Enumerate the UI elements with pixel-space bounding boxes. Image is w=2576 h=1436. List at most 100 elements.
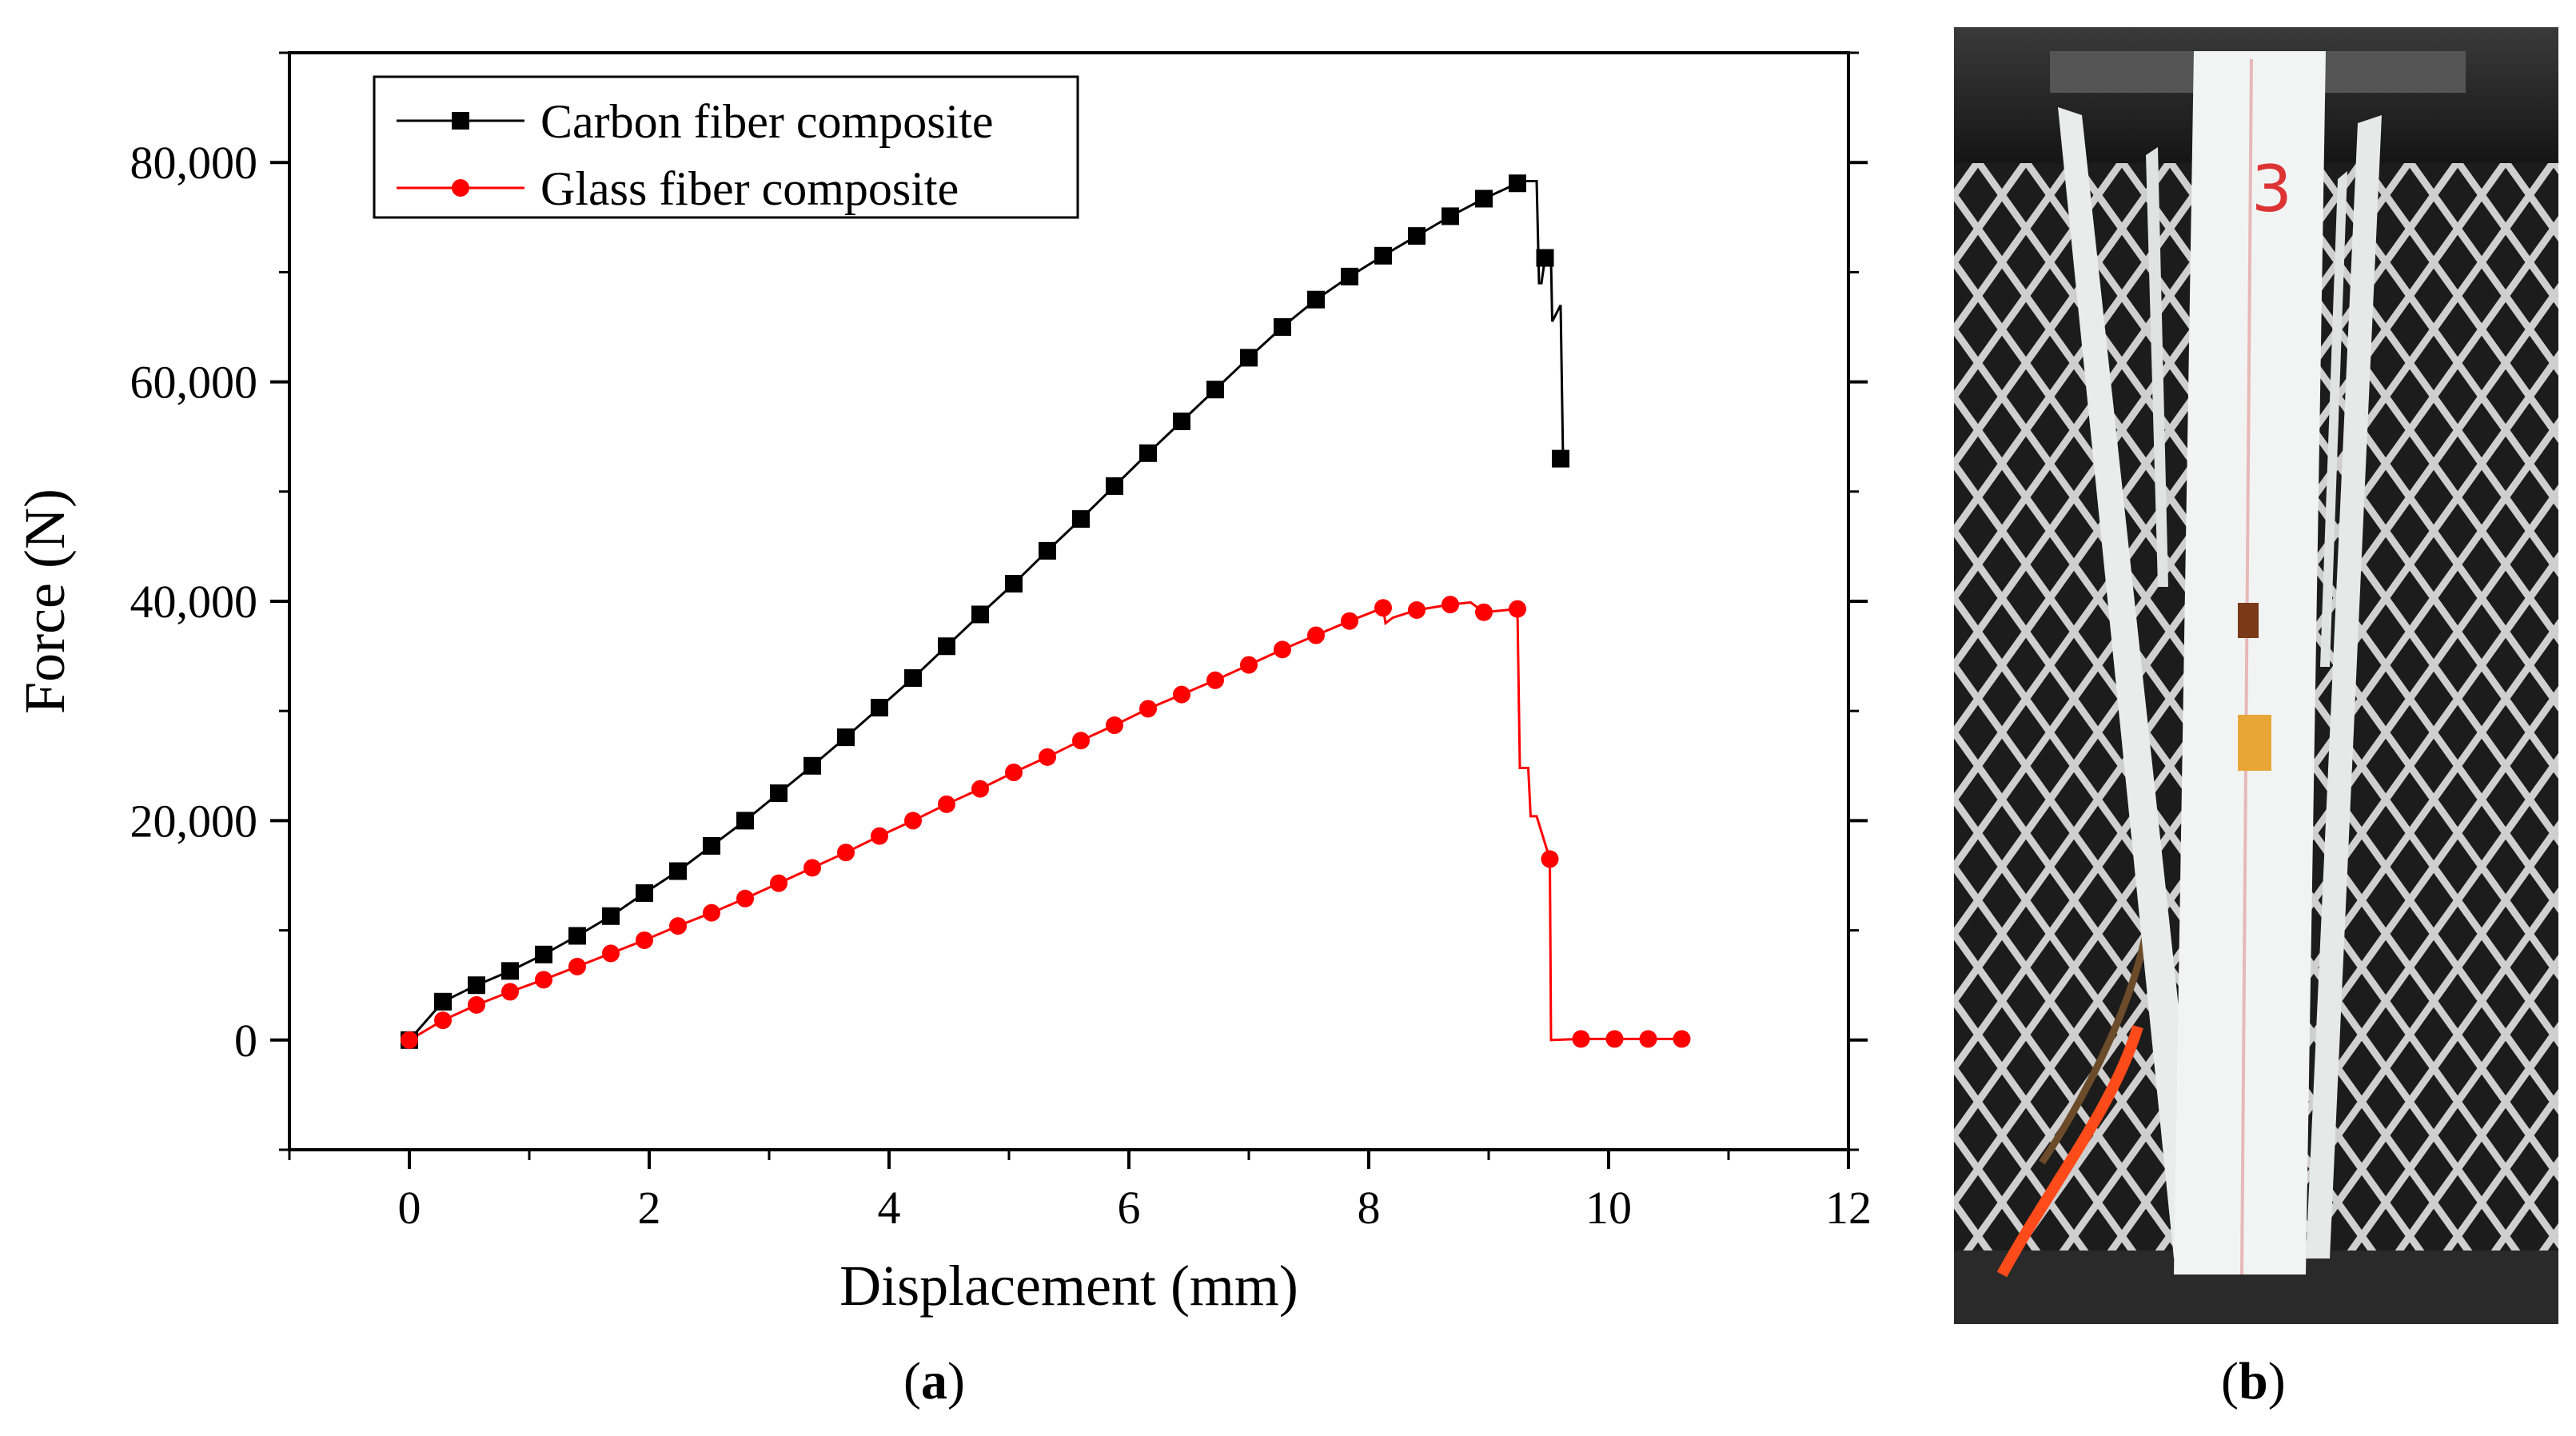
lead-wire <box>1996 1024 2143 1278</box>
data-point-carbon <box>669 862 687 880</box>
legend: Carbon fiber composite Glass fiber compo… <box>373 75 1079 219</box>
x-tick-label: 2 <box>638 1182 661 1234</box>
data-point-carbon <box>1072 510 1090 529</box>
panel-letter-b: b <box>2238 1352 2268 1410</box>
data-point-glass <box>971 780 989 798</box>
strain-gauge <box>2238 715 2271 771</box>
data-point-carbon <box>938 637 955 656</box>
data-point-glass <box>636 931 653 949</box>
data-point-carbon <box>1206 381 1224 399</box>
data-point-glass <box>1408 600 1426 619</box>
fiber-splinter-2 <box>2320 171 2347 667</box>
specimen-photo: 3 <box>1954 27 2558 1324</box>
data-point-glass <box>1106 716 1123 735</box>
data-point-carbon <box>1039 541 1056 560</box>
data-point-glass <box>535 971 552 989</box>
series-line-glass <box>409 600 1682 1042</box>
series-markers <box>401 174 1691 1049</box>
data-point-glass <box>434 1011 452 1030</box>
data-point-glass <box>703 903 720 922</box>
data-point-carbon <box>1552 449 1569 468</box>
x-axis: 0 2 4 6 8 10 12 <box>288 1150 1872 1234</box>
data-point-carbon <box>602 907 620 925</box>
data-point-glass <box>736 889 754 907</box>
legend-label-carbon: Carbon fiber composite <box>540 95 994 148</box>
x-tick-label: 12 <box>1825 1182 1872 1234</box>
data-point-carbon <box>1173 412 1190 430</box>
data-point-glass <box>1307 626 1325 644</box>
data-point-carbon <box>1240 349 1258 367</box>
panel-label-a: (a) <box>903 1352 965 1410</box>
y-tick-label: 80,000 <box>130 137 258 189</box>
data-point-carbon <box>636 884 653 902</box>
y-tick-label: 20,000 <box>130 795 258 847</box>
x-tick-label: 10 <box>1585 1182 1632 1234</box>
data-point-glass <box>904 812 922 830</box>
data-point-glass <box>1206 671 1224 689</box>
data-point-carbon <box>703 836 720 855</box>
specimen-centerline <box>2240 58 2253 1275</box>
data-point-glass <box>1274 640 1291 659</box>
x-tick-label: 6 <box>1118 1182 1141 1234</box>
y-tick-label: 0 <box>234 1015 257 1067</box>
legend-box <box>373 75 1079 219</box>
data-point-glass <box>1475 603 1493 621</box>
data-point-glass <box>770 874 788 892</box>
data-point-glass <box>568 957 586 975</box>
y-axis-label: Force (N) <box>13 489 77 714</box>
y-tick-label: 60,000 <box>130 357 258 409</box>
legend-marker-glass <box>452 179 469 197</box>
data-point-glass <box>1673 1030 1691 1048</box>
data-point-glass <box>1374 599 1392 617</box>
x-tick-label: 0 <box>398 1182 421 1234</box>
strain-gauge-upper <box>2238 603 2259 638</box>
force-displacement-chart: 0 2 4 6 8 10 12 0 20,000 40,000 60,000 80,000 Disp… <box>13 51 1872 1318</box>
data-point-glass <box>602 944 620 963</box>
y-axis: 0 20,000 40,000 60,000 80,000 <box>130 51 1868 1151</box>
data-point-carbon <box>1274 318 1291 336</box>
fiber-strand-left <box>2058 107 2206 1258</box>
fiber-strand-right <box>2306 115 2382 1258</box>
data-point-carbon <box>501 962 519 980</box>
data-point-glass <box>669 917 687 935</box>
panel-label-b: (b) <box>2221 1352 2286 1410</box>
specimen-body <box>2174 51 2326 1274</box>
data-point-glass <box>1139 700 1157 718</box>
data-point-carbon <box>535 945 552 963</box>
data-point-carbon <box>1475 189 1493 208</box>
panel-letter-a: a <box>920 1352 947 1410</box>
data-point-carbon <box>1307 290 1325 309</box>
fiber-splinter <box>2146 147 2168 587</box>
legend-marker-carbon <box>452 112 469 130</box>
data-point-glass <box>1509 600 1526 618</box>
x-tick-label: 8 <box>1358 1182 1381 1234</box>
x-axis-label: Displacement (mm) <box>839 1254 1298 1318</box>
data-point-glass <box>501 983 519 1001</box>
data-point-carbon <box>468 976 485 995</box>
data-point-glass <box>938 795 955 813</box>
data-point-carbon <box>904 669 922 688</box>
data-point-carbon <box>1509 174 1526 193</box>
data-point-carbon <box>1106 477 1123 495</box>
data-point-glass <box>1639 1030 1657 1048</box>
data-point-carbon <box>971 605 989 624</box>
data-point-carbon <box>770 784 788 803</box>
data-point-carbon <box>1536 249 1554 267</box>
data-point-carbon <box>837 728 855 747</box>
data-point-glass <box>1039 748 1056 766</box>
legend-label-glass: Glass fiber composite <box>540 162 959 215</box>
data-point-glass <box>1541 850 1559 868</box>
data-point-glass <box>1572 1030 1590 1048</box>
data-point-carbon <box>1341 267 1358 285</box>
data-point-glass <box>1072 732 1090 750</box>
data-point-carbon <box>1005 575 1023 593</box>
data-point-carbon <box>1374 246 1392 265</box>
data-point-glass <box>1005 764 1023 782</box>
data-point-glass <box>837 844 855 862</box>
specimen-mark: 3 <box>2251 152 2292 226</box>
data-point-glass <box>468 995 485 1014</box>
data-point-glass <box>1605 1030 1624 1048</box>
data-point-glass <box>804 859 821 877</box>
data-point-carbon <box>871 699 888 717</box>
data-point-glass <box>1173 685 1190 704</box>
